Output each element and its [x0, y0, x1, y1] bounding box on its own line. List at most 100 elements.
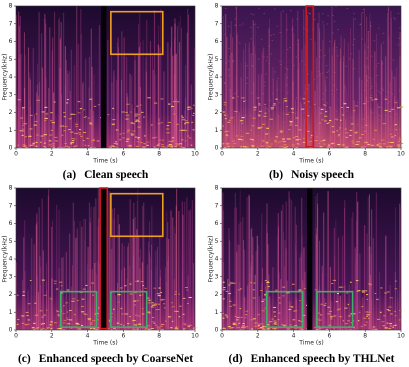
spectrogram-texture [337, 28, 339, 30]
spectrogram-texture [385, 94, 387, 148]
spectrogram-texture [135, 314, 138, 316]
y-tick-label: 4 [9, 74, 13, 81]
spectrogram-texture [58, 209, 60, 330]
spectrogram-texture [341, 328, 344, 330]
spectrogram-texture [144, 135, 146, 137]
spectrogram-texture [172, 55, 174, 148]
spectrogram-texture [90, 322, 93, 324]
spectrogram-texture [39, 310, 43, 312]
spectrogram-texture [232, 140, 235, 142]
spectrogram-texture [41, 33, 43, 148]
spectrogram-texture [330, 121, 332, 123]
spectrogram-texture [259, 323, 264, 325]
spectrogram-texture [60, 94, 63, 148]
spectrogram-texture [386, 119, 388, 148]
spectrogram-texture [152, 69, 155, 148]
spectrogram-texture [37, 64, 38, 148]
spectrogram-texture [226, 130, 230, 132]
spectrogram-texture [179, 129, 183, 131]
spectrogram-texture [390, 133, 392, 135]
spectrogram-texture [54, 322, 57, 324]
spectrogram-texture [173, 226, 175, 330]
spectrogram-texture [344, 132, 349, 134]
spectrogram-texture [317, 71, 320, 73]
spectrogram-texture [309, 12, 311, 14]
spectrogram-texture [237, 289, 241, 291]
spectrogram-texture [233, 116, 235, 148]
spectrogram-texture [60, 285, 63, 287]
spectrogram-texture [337, 135, 340, 137]
spectrogram-texture [286, 68, 289, 70]
spectrogram-texture [160, 328, 164, 330]
spectrogram-texture [321, 119, 324, 121]
spectrogram-texture [228, 227, 230, 330]
spectrogram-texture [139, 289, 141, 330]
spectrogram-texture [190, 144, 193, 146]
spectrogram-texture [381, 139, 385, 141]
spectrogram-texture [264, 279, 267, 281]
y-tick-label: 0 [9, 327, 13, 334]
spectrogram-texture [240, 135, 244, 137]
spectrogram-texture [286, 280, 288, 330]
spectrogram-texture [37, 95, 39, 148]
spectrogram-texture [279, 60, 281, 62]
spectrogram-texture [258, 98, 260, 148]
spectrogram-texture [228, 284, 231, 286]
spectrogram-texture [297, 10, 299, 149]
y-tick-label: 1 [215, 309, 219, 316]
x-tick-label: 2 [256, 333, 260, 340]
spectrogram-texture [79, 129, 81, 131]
spectrogram-texture [229, 55, 231, 148]
spectrogram-texture [153, 10, 156, 148]
spectrogram-texture [269, 296, 271, 330]
spectrogram-texture [329, 315, 333, 317]
x-tick-label: 6 [121, 333, 125, 340]
spectrogram-texture [154, 303, 158, 305]
spectrogram-texture [299, 257, 301, 330]
y-tick-label: 8 [9, 185, 13, 192]
spectrogram-texture [64, 126, 68, 128]
spectrogram-texture [252, 65, 254, 67]
spectrogram-texture [55, 310, 58, 312]
spectrogram-texture [286, 77, 289, 79]
spectrogram-texture [295, 97, 298, 99]
spectrogram-texture [396, 67, 398, 148]
spectrogram-texture [289, 306, 293, 308]
spectrogram-texture [137, 280, 140, 282]
spectrogram-texture [354, 18, 356, 20]
spectrogram-texture [382, 42, 385, 44]
spectrogram-texture [93, 206, 95, 330]
spectrogram-texture [236, 327, 241, 329]
spectrogram-texture [377, 103, 379, 148]
spectrogram-texture [184, 324, 187, 326]
spectrogram-texture [360, 146, 365, 148]
spectrogram-texture [85, 58, 87, 148]
spectrogram-texture [375, 95, 378, 97]
spectrogram-texture [58, 268, 60, 330]
spectrogram-texture [73, 314, 76, 316]
spectrogram-texture [56, 204, 58, 330]
spectrogram-texture [235, 135, 239, 137]
spectrogram-texture [155, 250, 157, 330]
spectrogram-texture [289, 124, 292, 126]
spectrogram-texture [110, 145, 114, 147]
spectrogram-texture [232, 59, 234, 61]
spectrogram-texture [232, 322, 236, 324]
spectrogram-texture [250, 261, 252, 330]
spectrogram-texture [394, 102, 397, 104]
spectrogram-texture [181, 146, 186, 148]
spectrogram-texture [328, 40, 331, 42]
spectrogram-texture [193, 328, 196, 330]
spectrogram-texture [134, 292, 137, 294]
spectrogram-texture [57, 146, 61, 148]
spectrogram-texture [295, 99, 296, 148]
spectrogram-texture [35, 328, 39, 330]
spectrogram-texture [91, 282, 95, 284]
spectrogram-texture [149, 221, 150, 330]
spectrogram-texture [121, 313, 125, 315]
spectrogram-texture [125, 140, 129, 142]
spectrogram-texture [112, 238, 114, 330]
spectrogram-texture [392, 326, 395, 328]
spectrogram-texture [277, 115, 280, 117]
spectrogram-texture [284, 73, 286, 148]
